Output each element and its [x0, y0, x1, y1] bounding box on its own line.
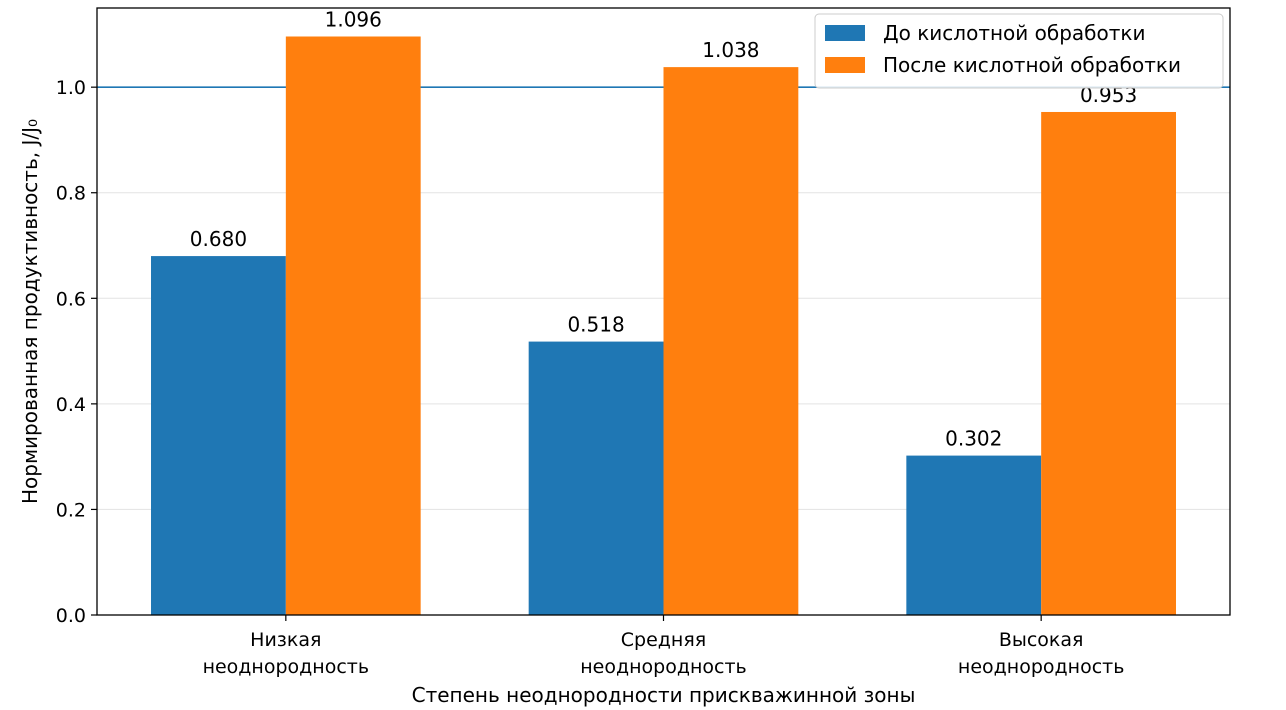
- legend: До кислотной обработки После кислотной об…: [814, 13, 1224, 89]
- legend-swatch: [825, 25, 865, 41]
- bar-series-0-cat-2: [906, 455, 1042, 615]
- y-tick-label: 0.6: [56, 288, 86, 310]
- x-tick-label: Средняя: [621, 629, 706, 651]
- legend-box: [814, 13, 1224, 89]
- bar-series-1-cat-2: [1041, 111, 1176, 615]
- y-axis-ticks: 0.0 0.2 0.4 0.6 0.8 1.0: [56, 77, 97, 627]
- bars: [151, 36, 1176, 616]
- bar-series-0-cat-0: [151, 256, 286, 615]
- y-tick-label: 1.0: [56, 77, 86, 99]
- y-tick-label: 0.4: [56, 394, 86, 416]
- bar-value-label: 1.096: [325, 8, 382, 32]
- y-tick-label: 0.0: [56, 605, 86, 627]
- legend-swatch: [825, 57, 865, 73]
- bar-value-label: 1.038: [702, 38, 759, 62]
- bar-value-label: 0.302: [945, 427, 1002, 451]
- x-axis-label: Степень неоднородности прискважинной зон…: [412, 683, 916, 707]
- y-tick-label: 0.2: [56, 499, 86, 521]
- legend-entry-label: После кислотной обработки: [883, 53, 1181, 77]
- x-tick-label: неоднородность: [958, 656, 1125, 678]
- x-tick-label: Высокая: [999, 629, 1084, 651]
- bar-value-label: 0.518: [567, 313, 624, 337]
- x-tick-label: неоднородность: [203, 656, 370, 678]
- x-axis-ticks: Низкая неоднородность Средняя неоднородност…: [203, 615, 1125, 678]
- bar-value-label: 0.680: [190, 227, 247, 251]
- bar-series-1-cat-1: [663, 67, 799, 616]
- y-axis-label: Нормированная продуктивность, J/J₀: [18, 119, 42, 504]
- x-tick-label: неоднородность: [580, 656, 747, 678]
- legend-entry-label: До кислотной обработки: [883, 21, 1145, 45]
- y-tick-label: 0.8: [56, 183, 86, 205]
- bar-series-1-cat-0: [285, 36, 421, 615]
- bar-series-0-cat-1: [528, 341, 664, 615]
- x-tick-label: Низкая: [250, 629, 321, 651]
